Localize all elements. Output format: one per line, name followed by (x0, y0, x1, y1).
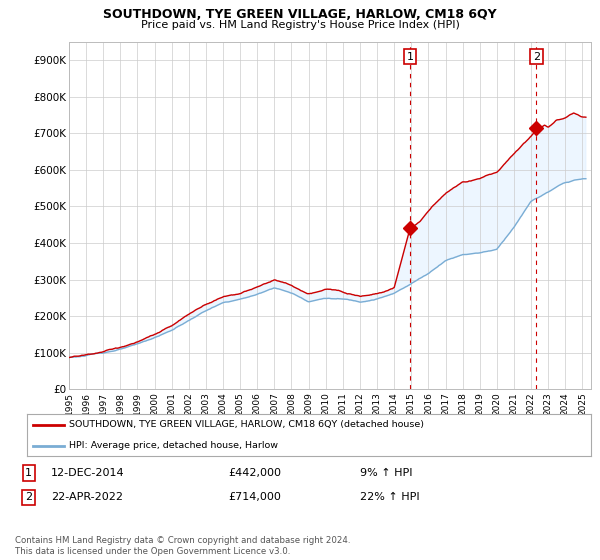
Text: Price paid vs. HM Land Registry's House Price Index (HPI): Price paid vs. HM Land Registry's House … (140, 20, 460, 30)
Text: Contains HM Land Registry data © Crown copyright and database right 2024.
This d: Contains HM Land Registry data © Crown c… (15, 536, 350, 556)
Text: 2: 2 (533, 52, 540, 62)
Text: 12-DEC-2014: 12-DEC-2014 (51, 468, 125, 478)
Text: 22% ↑ HPI: 22% ↑ HPI (360, 492, 419, 502)
Text: SOUTHDOWN, TYE GREEN VILLAGE, HARLOW, CM18 6QY (detached house): SOUTHDOWN, TYE GREEN VILLAGE, HARLOW, CM… (70, 421, 424, 430)
Text: 2: 2 (25, 492, 32, 502)
Text: £714,000: £714,000 (228, 492, 281, 502)
Text: 1: 1 (406, 52, 413, 62)
Text: HPI: Average price, detached house, Harlow: HPI: Average price, detached house, Harl… (70, 441, 278, 450)
Text: SOUTHDOWN, TYE GREEN VILLAGE, HARLOW, CM18 6QY: SOUTHDOWN, TYE GREEN VILLAGE, HARLOW, CM… (103, 8, 497, 21)
Text: £442,000: £442,000 (228, 468, 281, 478)
Text: 22-APR-2022: 22-APR-2022 (51, 492, 123, 502)
Text: 1: 1 (25, 468, 32, 478)
Text: 9% ↑ HPI: 9% ↑ HPI (360, 468, 413, 478)
